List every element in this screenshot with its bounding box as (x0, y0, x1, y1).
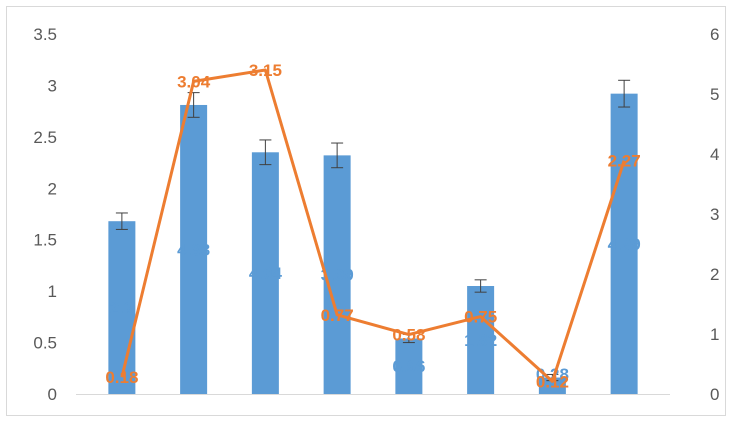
bar-data-label: 4.83 (177, 240, 210, 259)
bar-series (108, 93, 638, 395)
bar-data-label: 4.99 (608, 235, 641, 254)
left-tick-label: 3.5 (33, 25, 57, 44)
bar (538, 377, 566, 394)
bar (467, 286, 495, 394)
bar (610, 93, 638, 395)
bar (108, 221, 136, 394)
left-tick-label: 1.5 (33, 231, 57, 250)
right-tick-label: 0 (710, 385, 719, 404)
left-tick-label: 1 (48, 282, 57, 301)
right-tick-label: 4 (710, 145, 719, 164)
left-tick-label: 2 (48, 179, 57, 198)
line-data-label: 0.18 (105, 368, 138, 387)
bar-data-label: 0.28 (536, 365, 569, 384)
line-data-label: 0.58 (392, 326, 425, 345)
right-tick-label: 2 (710, 265, 719, 284)
bar (395, 338, 423, 394)
bar (323, 155, 351, 394)
bar-data-label: 4.04 (249, 264, 283, 283)
line-series (120, 68, 626, 383)
line-data-label: 0.77 (321, 306, 354, 325)
right-tick-label: 5 (710, 85, 719, 104)
right-tick-label: 1 (710, 325, 719, 344)
bar (180, 104, 208, 394)
right-tick-label: 6 (710, 25, 719, 44)
right-axis-ticks: 0 1 2 3 4 5 6 (710, 25, 719, 404)
left-tick-label: 0 (48, 385, 57, 404)
right-tick-label: 3 (710, 205, 719, 224)
left-tick-label: 3 (48, 76, 57, 95)
left-tick-label: 2.5 (33, 128, 57, 147)
line-data-label: 2.27 (608, 152, 641, 171)
line-data-label: 3.04 (177, 72, 211, 91)
line-data-label: 0.12 (536, 372, 569, 391)
left-axis-ticks: 0 0.5 1 1.5 2 2.5 3 3.5 (33, 25, 57, 404)
line-data-label: 3.15 (249, 61, 282, 80)
left-tick-label: 0.5 (33, 334, 57, 353)
bar-data-label: 3.99 (321, 266, 354, 285)
bar (251, 152, 279, 394)
bar-data-label: 0.96 (392, 357, 425, 376)
line-data-label: 0.75 (464, 308, 497, 327)
line-data-labels: 0.18 3.04 3.15 0.77 0.58 0.75 0.12 2.27 (105, 61, 640, 391)
bar-data-labels: 2.? 4.83 4.04 3.99 0.96 1.82 0.28 4.99 (110, 235, 641, 384)
bar-data-label: 1.82 (464, 331, 497, 350)
bar-data-label: 2.? (110, 299, 135, 318)
